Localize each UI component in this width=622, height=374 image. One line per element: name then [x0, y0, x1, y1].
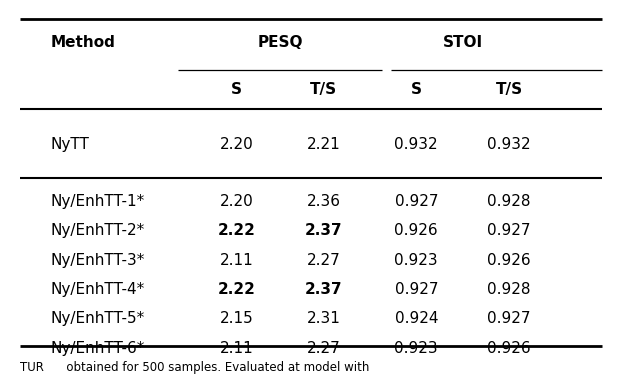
Text: STOI: STOI — [443, 36, 483, 50]
Text: 2.37: 2.37 — [305, 282, 342, 297]
Text: S: S — [231, 82, 242, 97]
Text: Ny/EnhTT-1*: Ny/EnhTT-1* — [51, 194, 145, 209]
Text: Ny/EnhTT-6*: Ny/EnhTT-6* — [51, 341, 146, 356]
Text: 0.927: 0.927 — [488, 223, 531, 238]
Text: S: S — [411, 82, 422, 97]
Text: TUR      obtained for 500 samples. Evaluated at model with: TUR obtained for 500 samples. Evaluated … — [20, 361, 369, 374]
Text: 2.31: 2.31 — [307, 311, 340, 327]
Text: 0.926: 0.926 — [488, 252, 531, 267]
Text: 2.15: 2.15 — [220, 311, 254, 327]
Text: 0.926: 0.926 — [394, 223, 438, 238]
Text: T/S: T/S — [496, 82, 522, 97]
Text: 2.22: 2.22 — [218, 282, 256, 297]
Text: Ny/EnhTT-5*: Ny/EnhTT-5* — [51, 311, 145, 327]
Text: 0.932: 0.932 — [394, 137, 438, 152]
Text: PESQ: PESQ — [258, 36, 303, 50]
Text: Ny/EnhTT-4*: Ny/EnhTT-4* — [51, 282, 145, 297]
Text: Ny/EnhTT-2*: Ny/EnhTT-2* — [51, 223, 145, 238]
Text: 0.927: 0.927 — [488, 311, 531, 327]
Text: Ny/EnhTT-3*: Ny/EnhTT-3* — [51, 252, 146, 267]
Text: NyTT: NyTT — [51, 137, 90, 152]
Text: 0.932: 0.932 — [488, 137, 531, 152]
Text: 2.27: 2.27 — [307, 252, 340, 267]
Text: 2.11: 2.11 — [220, 252, 254, 267]
Text: 2.20: 2.20 — [220, 194, 254, 209]
Text: 0.928: 0.928 — [488, 194, 531, 209]
Text: Method: Method — [51, 36, 116, 50]
Text: 0.923: 0.923 — [394, 341, 438, 356]
Text: 2.22: 2.22 — [218, 223, 256, 238]
Text: T/S: T/S — [310, 82, 337, 97]
Text: 0.926: 0.926 — [488, 341, 531, 356]
Text: 0.927: 0.927 — [394, 194, 438, 209]
Text: 2.27: 2.27 — [307, 341, 340, 356]
Text: 2.11: 2.11 — [220, 341, 254, 356]
Text: 2.20: 2.20 — [220, 137, 254, 152]
Text: 0.924: 0.924 — [394, 311, 438, 327]
Text: 2.36: 2.36 — [307, 194, 340, 209]
Text: 2.21: 2.21 — [307, 137, 340, 152]
Text: 2.37: 2.37 — [305, 223, 342, 238]
Text: 0.923: 0.923 — [394, 252, 438, 267]
Text: 0.928: 0.928 — [488, 282, 531, 297]
Text: 0.927: 0.927 — [394, 282, 438, 297]
